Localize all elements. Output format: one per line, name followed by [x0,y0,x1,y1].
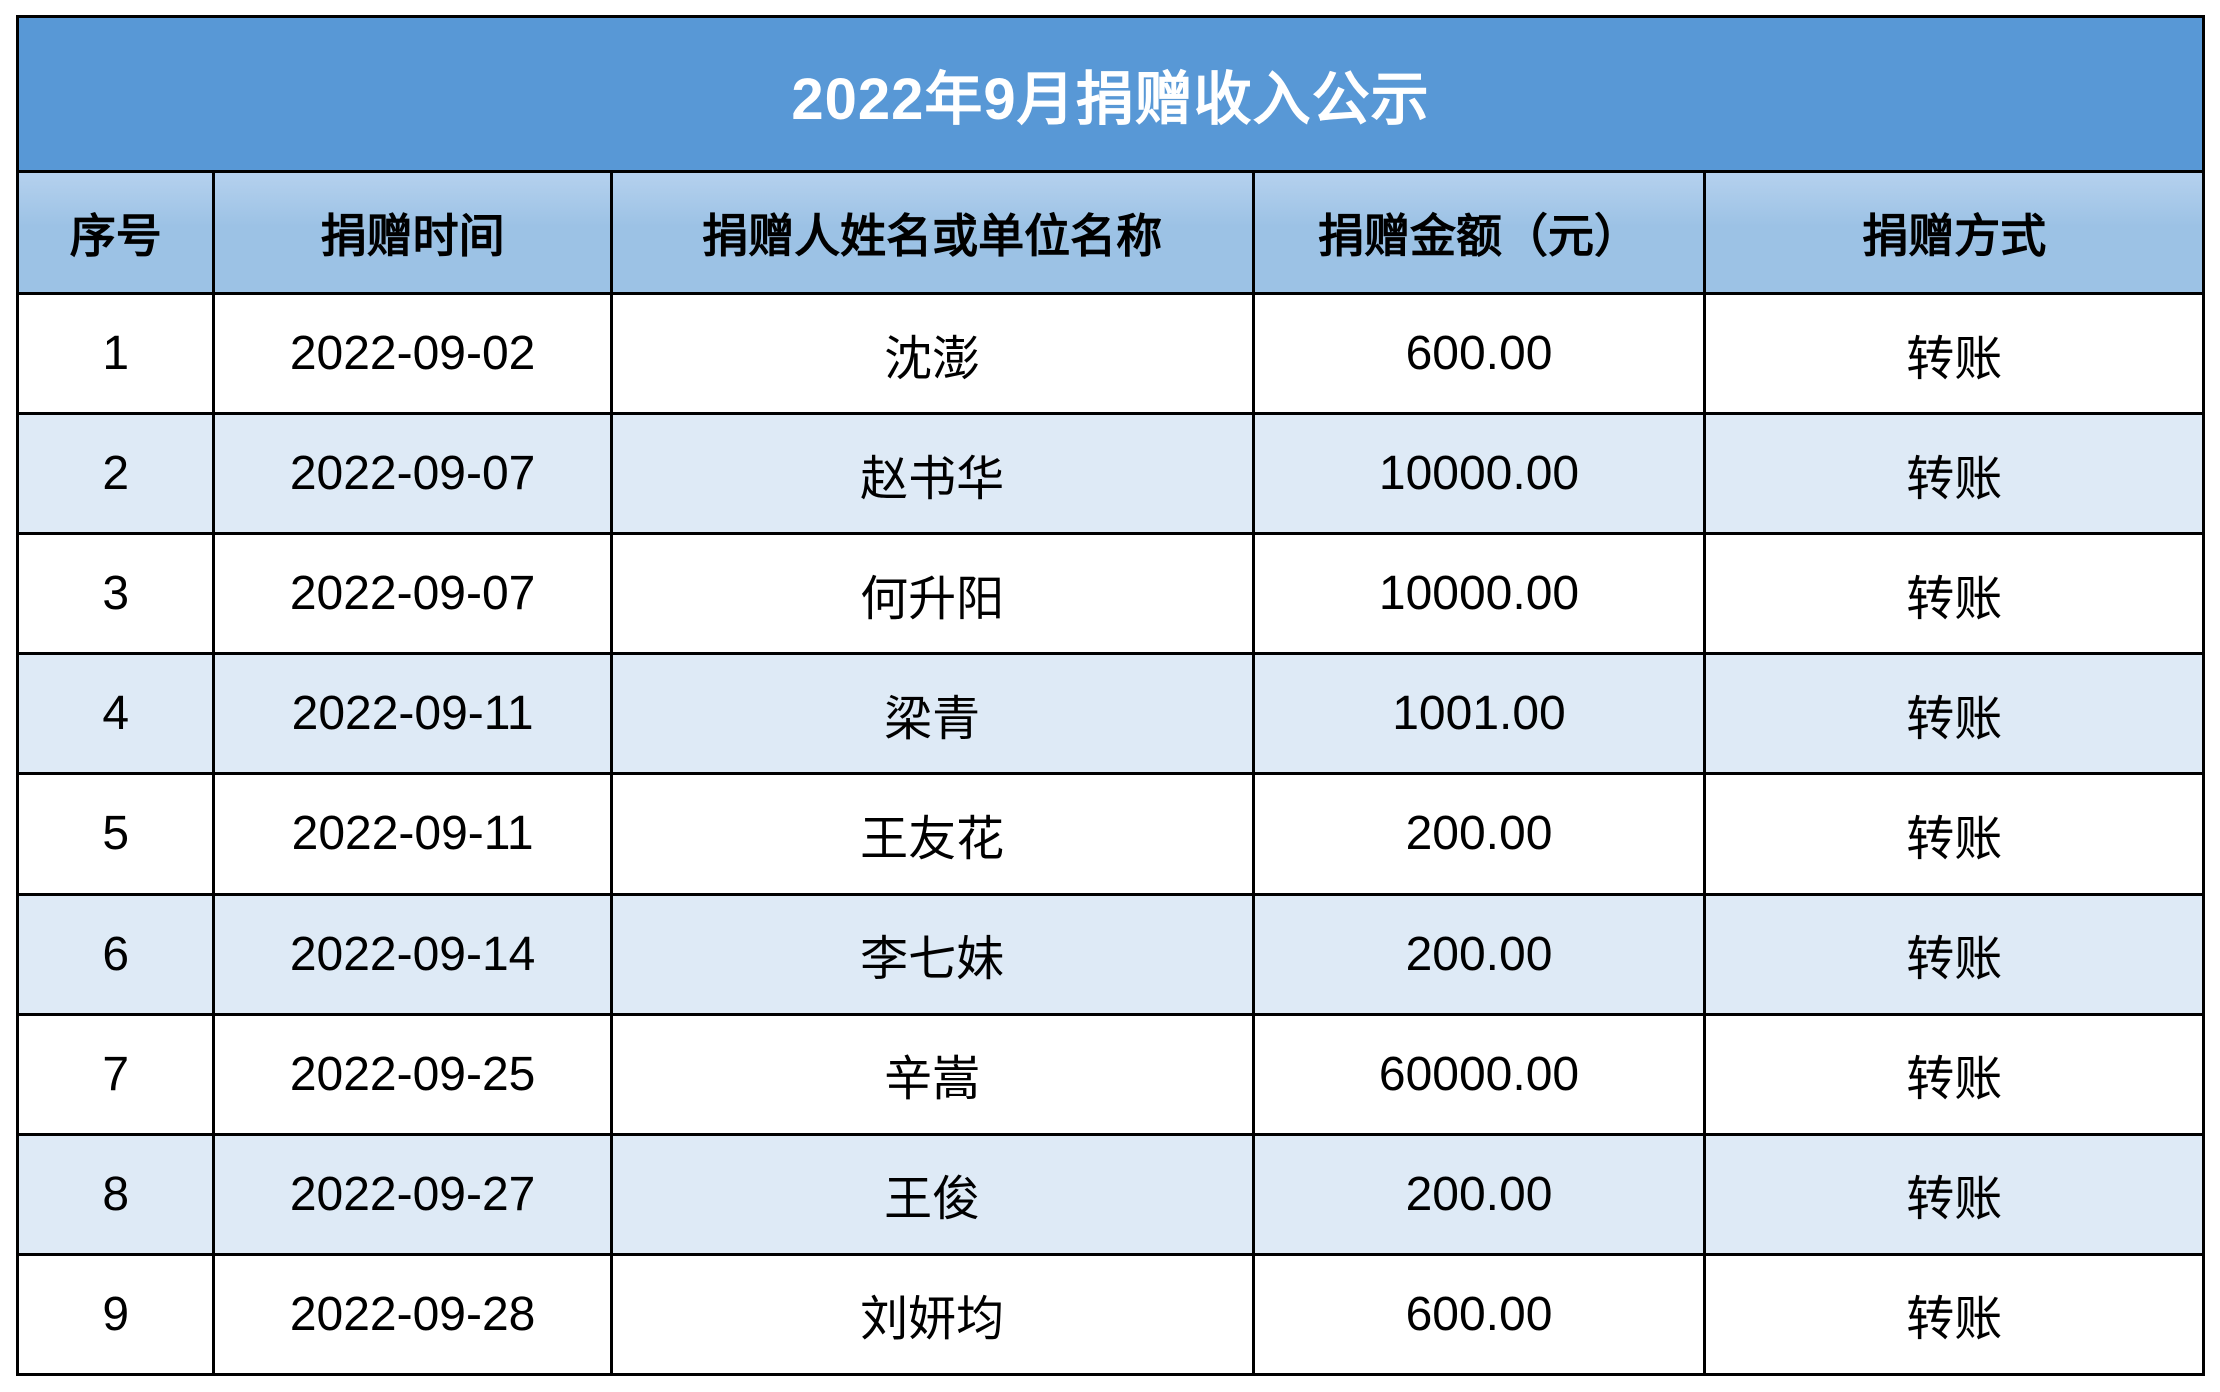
method-cell: 转账 [1906,933,2003,987]
donor-cell: 辛嵩 [613,1015,1255,1133]
date-cell: 2022-09-02 [215,295,613,413]
date-cell: 2022-09-11 [215,775,613,893]
row-index-cell: 1 [19,295,216,413]
donor-cell: 沈澎 [613,295,1255,413]
method-cell: 转账 [1906,452,2003,506]
date-cell: 2022-09-07 [215,415,613,533]
row-index-cell: 9 [19,1255,216,1373]
table-row: 9 2022-09-28 刘妍均 600.00 转账 [19,1255,2202,1373]
method-cell: 转账 [1906,332,2003,386]
donor-cell: 刘妍均 [613,1255,1255,1373]
date-cell: 2022-09-25 [215,1015,613,1133]
row-index-cell: 7 [19,1015,216,1133]
date-cell: 2022-09-07 [215,535,613,653]
method-cell: 转账 [1906,812,2003,866]
table-row: 6 2022-09-14 李七妹 200.00 转账 [19,895,2202,1016]
amount-cell: 10000.00 [1255,535,1707,653]
row-index-cell: 5 [19,775,216,893]
amount-cell: 600.00 [1255,1255,1707,1373]
table-row: 5 2022-09-11 王友花 200.00 转账 [19,775,2202,896]
amount-cell: 600.00 [1255,295,1707,413]
header-row: 序号 捐赠时间 捐赠人姓名或单位名称 捐赠金额（元） 捐赠方式 [19,173,2202,295]
column-header-no: 序号 [19,173,216,292]
amount-cell: 200.00 [1255,1135,1707,1253]
donor-cell: 王俊 [613,1135,1255,1253]
donor-cell: 梁青 [613,655,1255,773]
donor-cell: 何升阳 [613,535,1255,653]
table-row: 7 2022-09-25 辛嵩 60000.00 转账 [19,1015,2202,1136]
row-index-cell: 6 [19,895,216,1013]
row-index-cell: 8 [19,1135,216,1253]
column-header-date: 捐赠时间 [215,173,613,292]
amount-cell: 200.00 [1255,775,1707,893]
column-header-donor: 捐赠人姓名或单位名称 [613,173,1255,292]
date-cell: 2022-09-11 [215,655,613,773]
donor-cell: 李七妹 [613,895,1255,1013]
date-cell: 2022-09-14 [215,895,613,1013]
row-index-cell: 2 [19,415,216,533]
method-cell: 转账 [1906,692,2003,746]
amount-cell: 10000.00 [1255,415,1707,533]
table-row: 8 2022-09-27 王俊 200.00 转账 [19,1135,2202,1256]
amount-cell: 200.00 [1255,895,1707,1013]
amount-cell: 1001.00 [1255,655,1707,773]
table-body: 1 2022-09-02 沈澎 600.00 转账 2 2022-09-07 赵… [19,295,2202,1373]
row-index-cell: 3 [19,535,216,653]
page-title: 2022年9月捐赠收入公示 [19,18,2202,173]
table-row: 2 2022-09-07 赵书华 10000.00 转账 [19,415,2202,536]
table-row: 3 2022-09-07 何升阳 10000.00 转账 [19,535,2202,656]
method-cell: 转账 [1906,1053,2003,1107]
table-row: 4 2022-09-11 梁青 1001.00 转账 [19,655,2202,776]
date-cell: 2022-09-28 [215,1255,613,1373]
column-header-amount: 捐赠金额（元） [1255,173,1707,292]
row-index-cell: 4 [19,655,216,773]
method-cell: 转账 [1906,572,2003,626]
table-row: 1 2022-09-02 沈澎 600.00 转账 [19,295,2202,416]
amount-cell: 60000.00 [1255,1015,1707,1133]
column-header-method: 捐赠方式 [1862,209,2047,262]
method-cell: 转账 [1906,1173,2003,1227]
donor-cell: 赵书华 [613,415,1255,533]
donor-cell: 王友花 [613,775,1255,893]
method-cell: 转账 [1906,1293,2003,1347]
donation-table: 2022年9月捐赠收入公示 序号 捐赠时间 捐赠人姓名或单位名称 捐赠金额（元）… [16,15,2205,1376]
date-cell: 2022-09-27 [215,1135,613,1253]
